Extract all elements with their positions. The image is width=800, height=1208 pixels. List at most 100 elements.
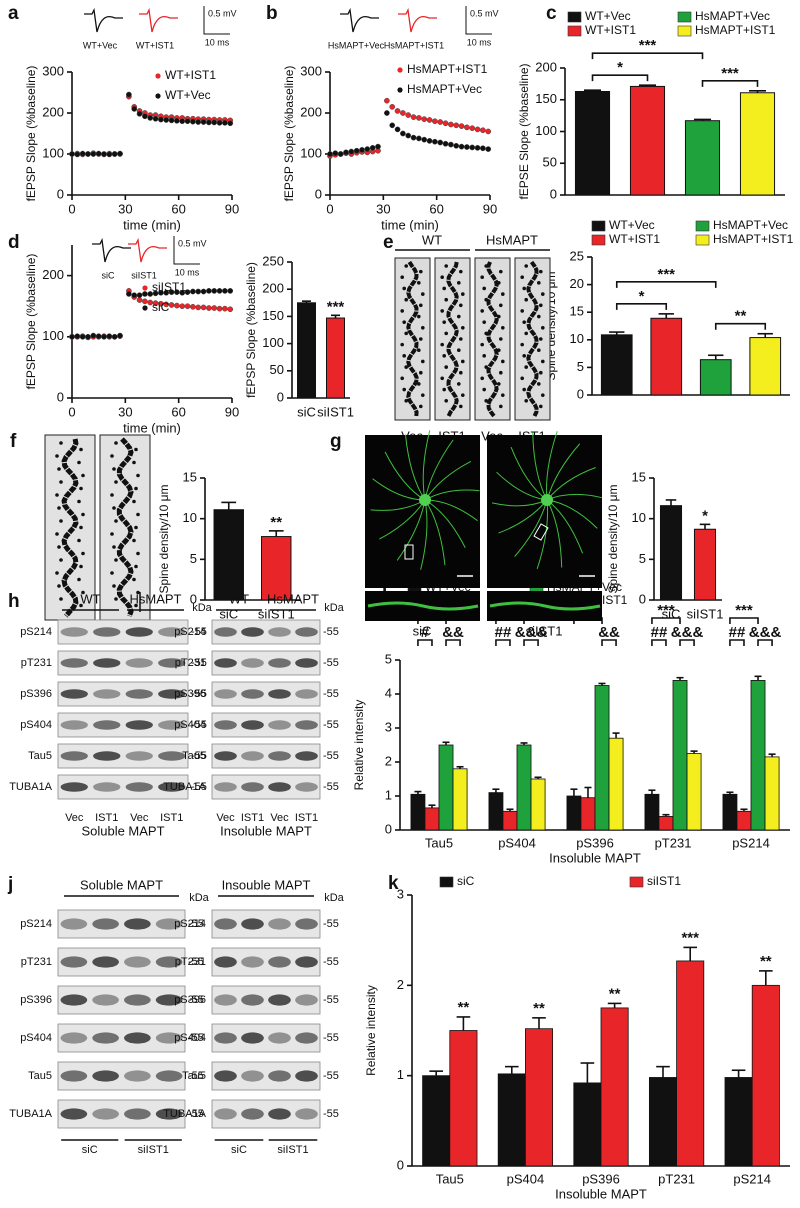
data-point <box>142 113 148 120</box>
spine <box>59 480 63 484</box>
spine <box>484 398 489 403</box>
spine <box>81 473 85 478</box>
image-label: siIST1 <box>526 623 563 638</box>
data-point <box>126 291 132 297</box>
data-point <box>437 119 444 125</box>
data-point <box>469 125 476 132</box>
dendrite-strip <box>489 601 601 611</box>
blot-band <box>214 1032 237 1044</box>
blot-band <box>268 720 291 730</box>
spine <box>484 331 489 336</box>
significance-bracket <box>757 639 773 646</box>
marker-label: -55 <box>323 994 339 1006</box>
blot-band <box>214 994 237 1006</box>
blot-band <box>93 627 121 637</box>
spine <box>461 359 465 364</box>
x-tick-label: pS396 <box>582 1171 620 1186</box>
blot-band <box>295 751 318 761</box>
blot-band <box>92 1070 119 1082</box>
data-point <box>458 123 465 129</box>
data-point <box>389 104 396 110</box>
spine <box>417 348 421 353</box>
spine <box>134 447 138 452</box>
legend-marker <box>142 305 148 311</box>
row-label: pS396 <box>20 688 52 700</box>
blot-band <box>124 956 151 968</box>
spine <box>444 331 449 336</box>
spine <box>537 281 541 285</box>
data-point <box>200 288 207 295</box>
x-tick-label: 30 <box>118 201 132 216</box>
spine <box>417 382 421 386</box>
data-point <box>426 117 433 123</box>
blot-band <box>60 751 88 761</box>
data-point <box>359 147 365 153</box>
panel-label: c <box>546 3 557 24</box>
y-tick-label: 2 <box>385 753 392 768</box>
spine <box>81 551 85 556</box>
image-label: siC <box>413 623 432 638</box>
kda-label: kDa <box>324 602 344 614</box>
blot-band <box>268 751 291 761</box>
marker-label: -55 <box>323 781 339 793</box>
spine <box>55 571 59 575</box>
group-label: WT <box>229 591 249 606</box>
spine <box>501 359 505 364</box>
blot-band <box>125 751 153 761</box>
roi-box <box>533 523 549 541</box>
bar <box>410 793 426 831</box>
blot-band <box>295 994 318 1006</box>
legend-swatch <box>591 220 606 232</box>
spine <box>110 454 114 458</box>
blot-band <box>124 1032 151 1044</box>
panel-label: k <box>388 873 399 894</box>
lane-label: siC <box>231 1144 247 1156</box>
row-label: pS214 <box>174 626 206 638</box>
significance-label: ** <box>760 953 772 970</box>
blot-band <box>124 1070 151 1082</box>
blot-band <box>268 782 291 792</box>
spine <box>136 512 140 517</box>
data-point <box>216 305 223 312</box>
spine <box>114 558 118 562</box>
micrograph <box>487 435 602 588</box>
panel-label: h <box>8 591 20 612</box>
spine <box>501 292 505 296</box>
data-point <box>394 108 401 114</box>
blot-band <box>125 782 153 792</box>
spine <box>499 337 503 341</box>
blot-band <box>214 782 237 792</box>
data-point <box>389 122 396 129</box>
y-axis-label: Spine density/10 μm <box>157 485 171 594</box>
data-point <box>174 117 180 124</box>
y-tick-label: 0 <box>277 389 284 404</box>
data-point <box>458 143 465 150</box>
data-point <box>79 333 86 340</box>
spine <box>404 264 409 268</box>
y-tick-label: 200 <box>42 267 64 282</box>
data-point <box>85 151 91 157</box>
significance-label: && <box>598 624 620 641</box>
spine <box>520 309 524 313</box>
spine <box>520 275 524 280</box>
spine <box>419 269 423 274</box>
significance-label: &&& <box>671 624 704 641</box>
y-tick-label: 200 <box>300 104 322 119</box>
blot-band <box>241 720 264 730</box>
spine <box>134 564 138 569</box>
bar <box>724 1077 753 1167</box>
scale-label: 10 ms <box>467 37 492 47</box>
spine <box>442 286 447 291</box>
bar <box>574 90 611 196</box>
spine <box>501 325 505 330</box>
legend-label: siC <box>457 874 475 888</box>
bar <box>452 768 468 831</box>
marker-label: -55 <box>323 1032 339 1044</box>
spine <box>59 441 63 445</box>
spine <box>79 564 83 569</box>
data-point <box>168 302 175 308</box>
bar <box>449 1030 478 1167</box>
data-point <box>184 303 191 310</box>
data-point <box>168 117 175 124</box>
blot-band <box>93 689 121 699</box>
